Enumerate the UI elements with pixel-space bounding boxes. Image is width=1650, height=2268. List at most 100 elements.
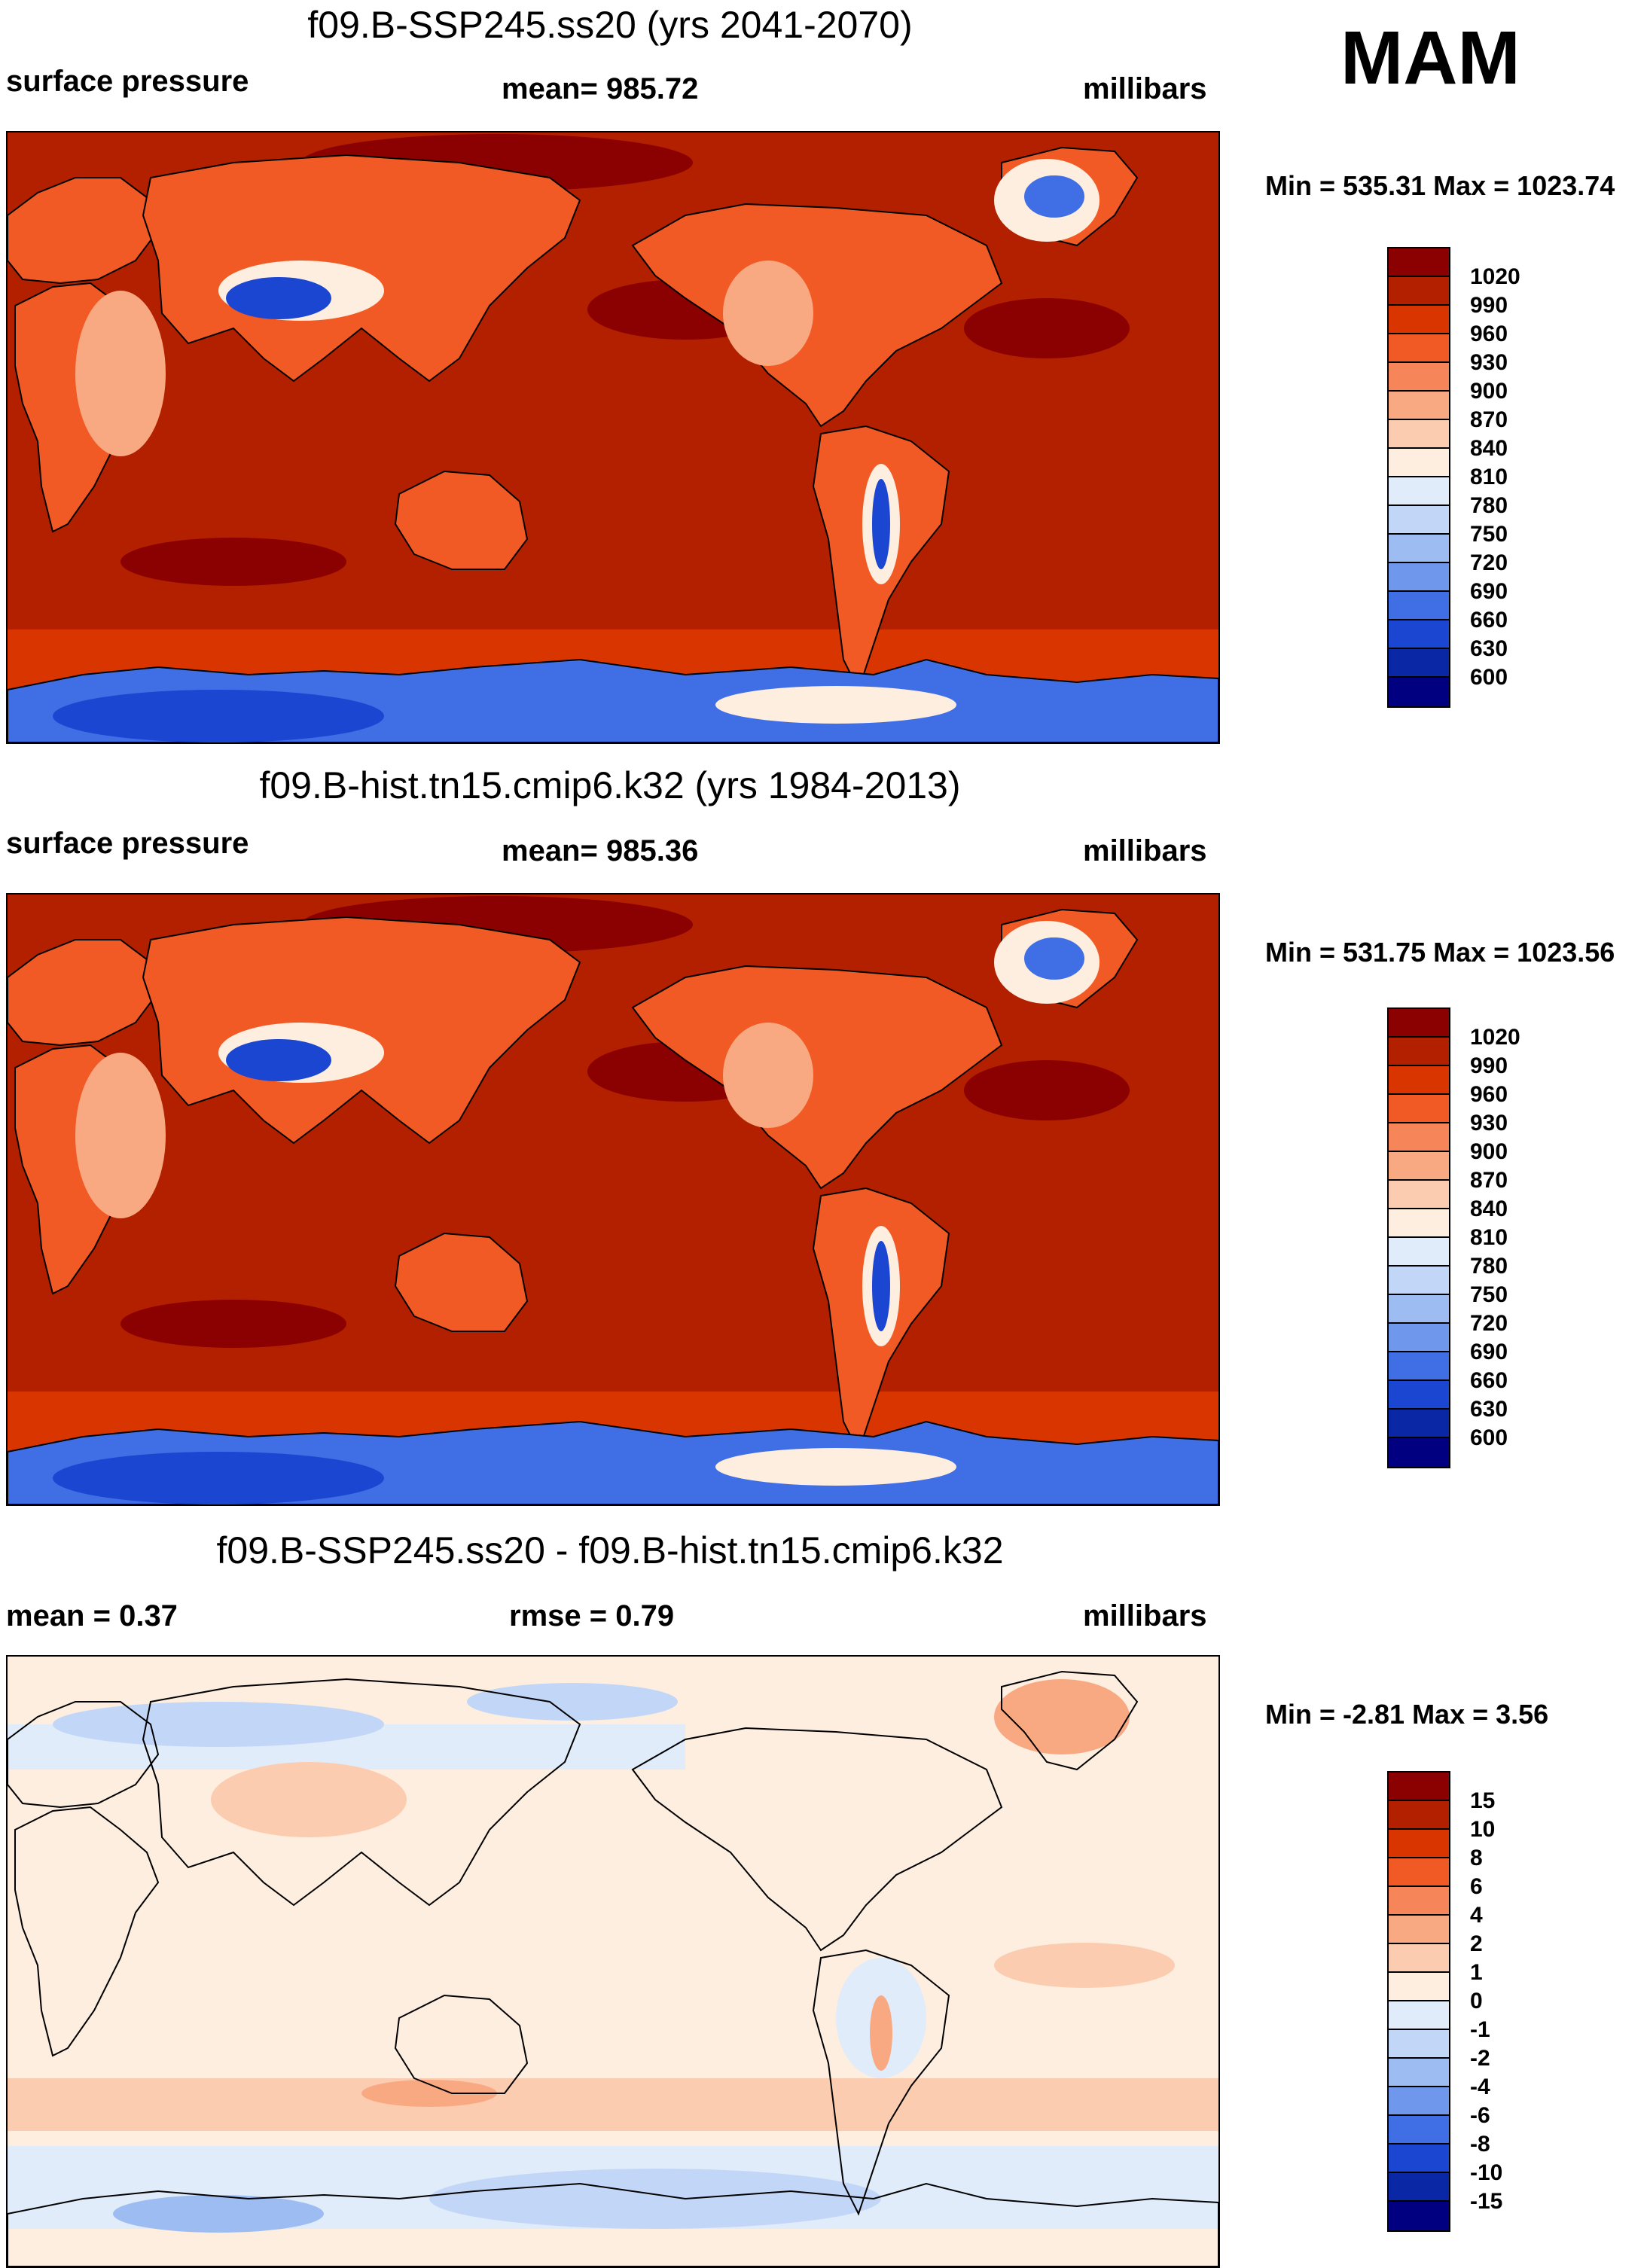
positive-anomaly — [994, 1679, 1130, 1754]
colorbar-tick-label: 810 — [1470, 465, 1508, 489]
coastline-south-america — [812, 1949, 950, 2216]
colorbar-swatch — [1389, 1095, 1449, 1123]
panel-left-label-historical: surface pressure — [6, 827, 249, 860]
colorbar-swatch — [1389, 1773, 1449, 1801]
negative-anomaly — [113, 2195, 324, 2233]
map-historical — [6, 893, 1220, 1506]
colorbar-tick-label: 750 — [1470, 1282, 1508, 1307]
coastline-greenland — [1001, 1670, 1139, 1771]
colorbar-tick-label: -15 — [1470, 2189, 1503, 2214]
colorbar-tick-label: 960 — [1470, 1082, 1508, 1107]
colorbar-tick-label: -8 — [1470, 2132, 1490, 2157]
colorbar-swatch — [1389, 1916, 1449, 1944]
land-europe — [8, 939, 160, 1047]
negative-anomaly — [429, 2169, 881, 2229]
colorbar-swatch — [1389, 2116, 1449, 2145]
panel-right-label-difference: millibars — [1083, 1599, 1207, 1632]
panel-left-label-difference: mean = 0.37 — [6, 1599, 178, 1632]
colorbar-tick-label: 600 — [1470, 1425, 1508, 1450]
colorbar-swatch — [1389, 2202, 1449, 2230]
colorbar-tick-label: 630 — [1470, 1397, 1508, 1422]
positive-anomaly — [361, 2080, 497, 2107]
land-low-pressure — [723, 261, 813, 366]
map-future-field — [8, 133, 1218, 742]
colorbar-swatch — [1389, 1381, 1449, 1410]
colorbar-tick-label: 840 — [1470, 1196, 1508, 1221]
greenland-ice-field — [1024, 937, 1084, 980]
colorbar-tick-label: 660 — [1470, 608, 1508, 633]
colorbar-swatch — [1389, 592, 1449, 620]
colorbar-swatch — [1389, 2087, 1449, 2116]
panel-minmax-future: Min = 535.31 Max = 1023.74 — [1265, 170, 1615, 201]
positive-band — [8, 2078, 1218, 2131]
colorbar-swatch — [1389, 1410, 1449, 1438]
colorbar-swatch — [1389, 2059, 1449, 2087]
coastline-asia — [142, 1678, 581, 1907]
colorbar-tick-label: 840 — [1470, 436, 1508, 461]
colorbar-swatch — [1389, 1181, 1449, 1209]
antarctic-plateau-field — [53, 1452, 384, 1504]
positive-anomaly — [870, 1995, 892, 2071]
colorbar-tick-label: 690 — [1470, 1340, 1508, 1364]
colorbar-swatch — [1389, 678, 1449, 706]
colorbar-tick-label: 660 — [1470, 1368, 1508, 1393]
colorbar-swatch — [1389, 420, 1449, 449]
colorbar-swatch — [1389, 563, 1449, 592]
colorbar-swatch — [1389, 334, 1449, 363]
colorbar-swatch — [1389, 277, 1449, 306]
colorbar-swatch — [1389, 363, 1449, 392]
colorbar-swatch — [1389, 1801, 1449, 1830]
coastline-africa — [14, 1806, 160, 2057]
colorbar-swatch — [1389, 1009, 1449, 1038]
colorbar-swatch — [1389, 248, 1449, 277]
colorbar-swatch — [1389, 2001, 1449, 2030]
land-low-pressure — [75, 291, 166, 456]
colorbar-tick-label: -4 — [1470, 2074, 1490, 2099]
colorbar-tick-label: 1 — [1470, 1960, 1483, 1985]
positive-anomaly — [994, 1943, 1175, 1988]
coastline-antarctica — [8, 2182, 1218, 2266]
colorbar-swatch — [1389, 449, 1449, 477]
colorbar-tick-label: 690 — [1470, 579, 1508, 604]
colorbar-tick-label: 600 — [1470, 665, 1508, 690]
colorbar-swatch — [1389, 306, 1449, 334]
colorbar-swatch — [1389, 477, 1449, 506]
colorbar-swatch — [1389, 2173, 1449, 2202]
greenland-ice-field — [1024, 175, 1084, 218]
colorbar-swatch — [1389, 1267, 1449, 1295]
colorbar-swatch — [1389, 1209, 1449, 1238]
colorbar-tick-label: 810 — [1470, 1225, 1508, 1250]
high-pressure-cell — [964, 1060, 1130, 1120]
colorbar-tick-label: 870 — [1470, 407, 1508, 432]
colorbar-tick-label: 630 — [1470, 636, 1508, 661]
colorbar-tick-label: 990 — [1470, 293, 1508, 318]
land-australia — [394, 1232, 529, 1332]
colorbar-historical — [1387, 1007, 1450, 1468]
positive-anomaly — [211, 1762, 407, 1837]
colorbar-swatch — [1389, 535, 1449, 563]
map-difference — [6, 1655, 1220, 2268]
colorbar-tick-label: 0 — [1470, 1989, 1483, 2013]
colorbar-tick-label: 15 — [1470, 1788, 1496, 1813]
negative-anomaly — [53, 1702, 384, 1747]
colorbar-tick-label: 900 — [1470, 1139, 1508, 1164]
season-label: MAM — [1340, 16, 1520, 100]
colorbar-tick-label: 1020 — [1470, 264, 1520, 289]
coastline-australia — [394, 1994, 529, 2094]
land-asia — [142, 916, 581, 1145]
panel-right-label-historical: millibars — [1083, 834, 1207, 867]
colorbar-swatch — [1389, 1887, 1449, 1916]
andes-field — [872, 1241, 890, 1331]
panel-center-label-historical: mean= 985.36 — [502, 834, 699, 867]
colorbar-swatch — [1389, 1858, 1449, 1887]
colorbar-tick-label: -6 — [1470, 2103, 1490, 2128]
land-low-pressure — [75, 1053, 166, 1218]
high-pressure-cell — [120, 538, 346, 586]
negative-anomaly — [467, 1683, 678, 1721]
colorbar-tick-label: 1020 — [1470, 1025, 1520, 1050]
colorbar-tick-label: 10 — [1470, 1817, 1496, 1842]
highland-field — [715, 686, 956, 724]
panel-title-future: f09.B-SSP245.ss20 (yrs 2041-2070) — [307, 4, 913, 46]
panel-title-difference: f09.B-SSP245.ss20 - f09.B-hist.tn15.cmip… — [216, 1529, 1004, 1571]
colorbar-tick-label: 720 — [1470, 550, 1508, 575]
